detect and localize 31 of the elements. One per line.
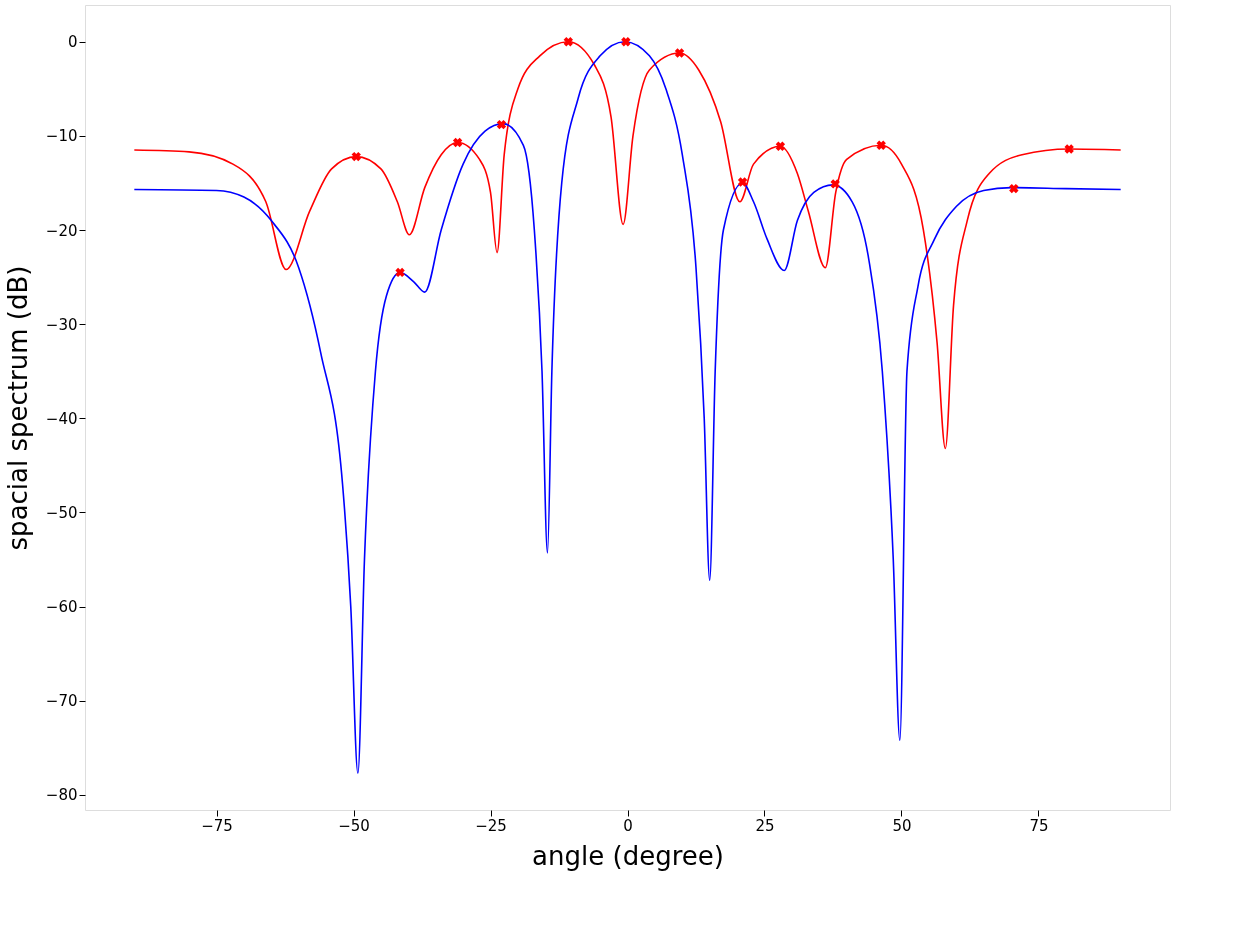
y-tick-label: −10 (45, 127, 78, 146)
point (830, 179, 840, 189)
x-axis-title: angle (degree) (532, 840, 724, 871)
y-axis-title: spacial spectrum (dB) (2, 265, 33, 551)
x-tick-label: −50 (338, 816, 370, 835)
x-tick-label: −25 (475, 816, 507, 835)
point (1009, 183, 1019, 194)
point (452, 137, 463, 148)
y-tick-label: −50 (45, 503, 78, 522)
y-tick-label: −60 (45, 598, 78, 617)
point (351, 151, 361, 162)
y-tick-label: −20 (45, 221, 78, 240)
point (563, 37, 574, 47)
x-tick-label: 75 (1029, 816, 1049, 835)
x-tick-label: −75 (201, 816, 233, 835)
y-tick-label: −70 (45, 692, 78, 711)
x-tick-label: 50 (892, 816, 912, 835)
x-tick-label: 0 (623, 816, 633, 835)
point (775, 141, 786, 151)
y-tick-label: −40 (45, 409, 78, 428)
x-tick-label: 25 (755, 816, 775, 835)
y-tick-label: −80 (45, 786, 78, 805)
point (674, 48, 685, 58)
point (876, 140, 886, 150)
y-tick-label: −30 (45, 315, 78, 334)
point (395, 267, 405, 278)
point (496, 119, 507, 130)
point (1064, 144, 1074, 154)
point (737, 177, 748, 187)
point (621, 37, 631, 47)
y-tick-label: 0 (67, 33, 78, 52)
